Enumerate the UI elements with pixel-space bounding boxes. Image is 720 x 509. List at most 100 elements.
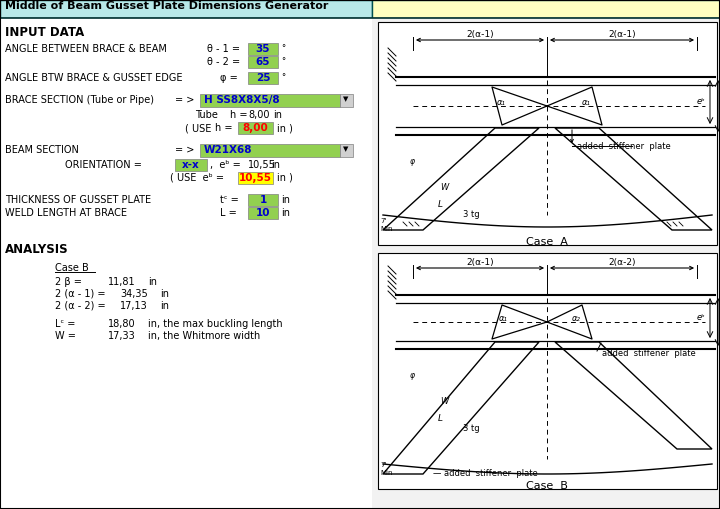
Text: THICKNESS OF GUSSET PLATE: THICKNESS OF GUSSET PLATE [5,195,151,205]
Bar [340,144,353,157]
Text: W21X68: W21X68 [204,145,253,155]
Text: 35: 35 [256,44,270,54]
Text: θ - 2 =: θ - 2 = [207,57,240,67]
Text: h =: h = [215,123,233,133]
Text: ( USE: ( USE [185,123,212,133]
Bar [248,72,278,84]
Text: °: ° [281,57,285,66]
Text: eᵇ: eᵇ [697,313,706,322]
Text: ANALYSIS: ANALYSIS [5,243,68,256]
Text: 2(α-1): 2(α-1) [466,258,494,267]
Text: Min: Min [380,226,392,232]
Text: Tube: Tube [195,110,218,120]
Text: L: L [438,414,443,423]
Text: in: in [273,110,282,120]
Text: 8,00: 8,00 [242,123,268,133]
Text: in ): in ) [277,173,293,183]
Bar [340,94,353,107]
Text: WELD LENGTH AT BRACE: WELD LENGTH AT BRACE [5,208,127,218]
Text: BRACE SECTION (Tube or Pipe): BRACE SECTION (Tube or Pipe) [5,95,154,105]
Text: 8,00: 8,00 [248,110,269,120]
Text: h =: h = [230,110,248,120]
Text: Case B: Case B [55,263,89,273]
Bar [248,207,278,219]
Text: L: L [438,200,443,209]
Text: α₁: α₁ [497,98,506,107]
Text: in, the Whitmore width: in, the Whitmore width [148,331,260,341]
Text: φ: φ [410,371,415,380]
Text: θ - 1 =: θ - 1 = [207,44,240,54]
Text: ,  eᵇ =: , eᵇ = [210,160,240,170]
Text: in: in [160,289,169,299]
Text: = >: = > [175,145,194,155]
Bar [200,94,340,107]
Text: L =: L = [220,208,237,218]
Text: W: W [440,397,449,406]
Text: added  stiffener  plate: added stiffener plate [602,349,696,358]
Text: 2 (α - 1) =: 2 (α - 1) = [55,289,106,299]
Text: ▼: ▼ [343,146,348,152]
Text: 2(α-2): 2(α-2) [608,258,636,267]
Text: — added  stiffener  plate: — added stiffener plate [433,469,538,478]
Text: H SS8X8X5/8: H SS8X8X5/8 [204,95,279,105]
Bar [248,56,278,68]
Text: 34,35: 34,35 [120,289,148,299]
Text: added  stiffener  plate: added stiffener plate [577,142,671,151]
Bar [175,159,207,171]
Text: 18,80: 18,80 [108,319,135,329]
Text: Lᶜ =: Lᶜ = [55,319,76,329]
Text: eᵇ: eᵇ [697,97,706,106]
Text: ( USE  eᵇ =: ( USE eᵇ = [170,173,224,183]
Text: in, the max buckling length: in, the max buckling length [148,319,283,329]
Text: α₁: α₁ [582,98,591,107]
Text: 65: 65 [256,57,270,67]
Text: φ =: φ = [220,73,238,83]
Bar [238,122,273,134]
Text: = >: = > [175,95,194,105]
Text: ANGLE BETWEEN BRACE & BEAM: ANGLE BETWEEN BRACE & BEAM [5,44,167,54]
Bar [378,253,717,489]
Text: in: in [281,195,290,205]
Text: α₂: α₂ [572,314,581,323]
Text: 2 (α - 2) =: 2 (α - 2) = [55,301,106,311]
Text: in: in [281,208,290,218]
Text: Case  B: Case B [526,481,568,491]
Text: in: in [271,160,280,170]
Text: 17,13: 17,13 [120,301,148,311]
Bar [0,0,372,18]
Text: Middle of Beam Gusset Plate Dimensions Generator: Middle of Beam Gusset Plate Dimensions G… [5,1,328,11]
Text: 2(α-1): 2(α-1) [466,30,494,39]
Bar [378,22,717,245]
Text: tᶜ =: tᶜ = [220,195,239,205]
Text: ▼: ▼ [343,96,348,102]
Text: 7': 7' [380,462,387,468]
Text: 3 tg: 3 tg [463,210,480,219]
Text: W: W [440,183,449,192]
Bar [200,144,340,157]
Text: Min: Min [380,470,392,476]
Text: x-x: x-x [182,160,200,170]
Text: ANGLE BTW BRACE & GUSSET EDGE: ANGLE BTW BRACE & GUSSET EDGE [5,73,182,83]
Text: INPUT DATA: INPUT DATA [5,26,84,39]
Text: φ: φ [410,157,415,166]
Text: 2(α-1): 2(α-1) [608,30,636,39]
Text: 25: 25 [256,73,270,83]
Text: °: ° [281,73,285,82]
Text: Case  A: Case A [526,237,568,247]
Text: 10: 10 [256,208,270,218]
Text: BEAM SECTION: BEAM SECTION [5,145,79,155]
Text: ORIENTATION =: ORIENTATION = [65,160,142,170]
Text: 2 β =: 2 β = [55,277,82,287]
Bar [372,18,720,509]
Text: in: in [148,277,157,287]
Text: in: in [160,301,169,311]
Text: α₁: α₁ [499,314,508,323]
Text: in ): in ) [277,123,293,133]
Bar [0,18,372,509]
Text: 10,55: 10,55 [248,160,276,170]
Bar [238,172,273,184]
Bar [372,0,720,18]
Bar [248,194,278,206]
Bar [248,43,278,55]
Text: 11,81: 11,81 [108,277,135,287]
